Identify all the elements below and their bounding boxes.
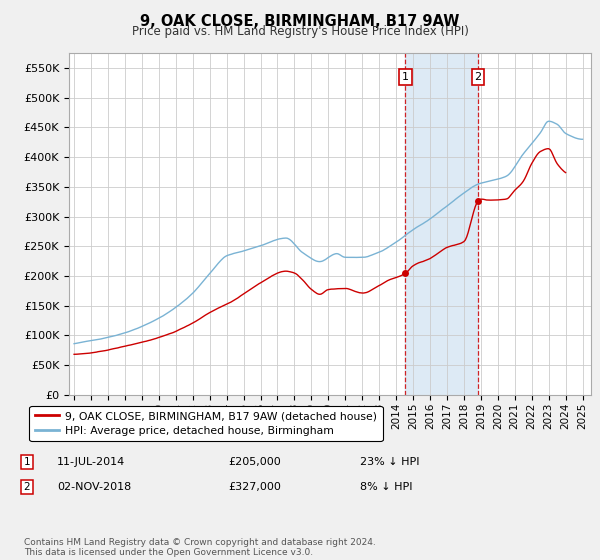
Text: 2: 2 (23, 482, 31, 492)
Text: 1: 1 (23, 457, 31, 467)
Text: 8% ↓ HPI: 8% ↓ HPI (360, 482, 413, 492)
Text: £205,000: £205,000 (228, 457, 281, 467)
Text: 11-JUL-2014: 11-JUL-2014 (57, 457, 125, 467)
Text: 02-NOV-2018: 02-NOV-2018 (57, 482, 131, 492)
Text: Price paid vs. HM Land Registry's House Price Index (HPI): Price paid vs. HM Land Registry's House … (131, 25, 469, 38)
Text: £327,000: £327,000 (228, 482, 281, 492)
Text: 1: 1 (402, 72, 409, 82)
Legend: 9, OAK CLOSE, BIRMINGHAM, B17 9AW (detached house), HPI: Average price, detached: 9, OAK CLOSE, BIRMINGHAM, B17 9AW (detac… (29, 406, 383, 441)
Text: 23% ↓ HPI: 23% ↓ HPI (360, 457, 419, 467)
Bar (405, 53, 478, 395)
Text: Contains HM Land Registry data © Crown copyright and database right 2024.
This d: Contains HM Land Registry data © Crown c… (24, 538, 376, 557)
Text: 9, OAK CLOSE, BIRMINGHAM, B17 9AW: 9, OAK CLOSE, BIRMINGHAM, B17 9AW (140, 14, 460, 29)
Text: 2: 2 (475, 72, 482, 82)
